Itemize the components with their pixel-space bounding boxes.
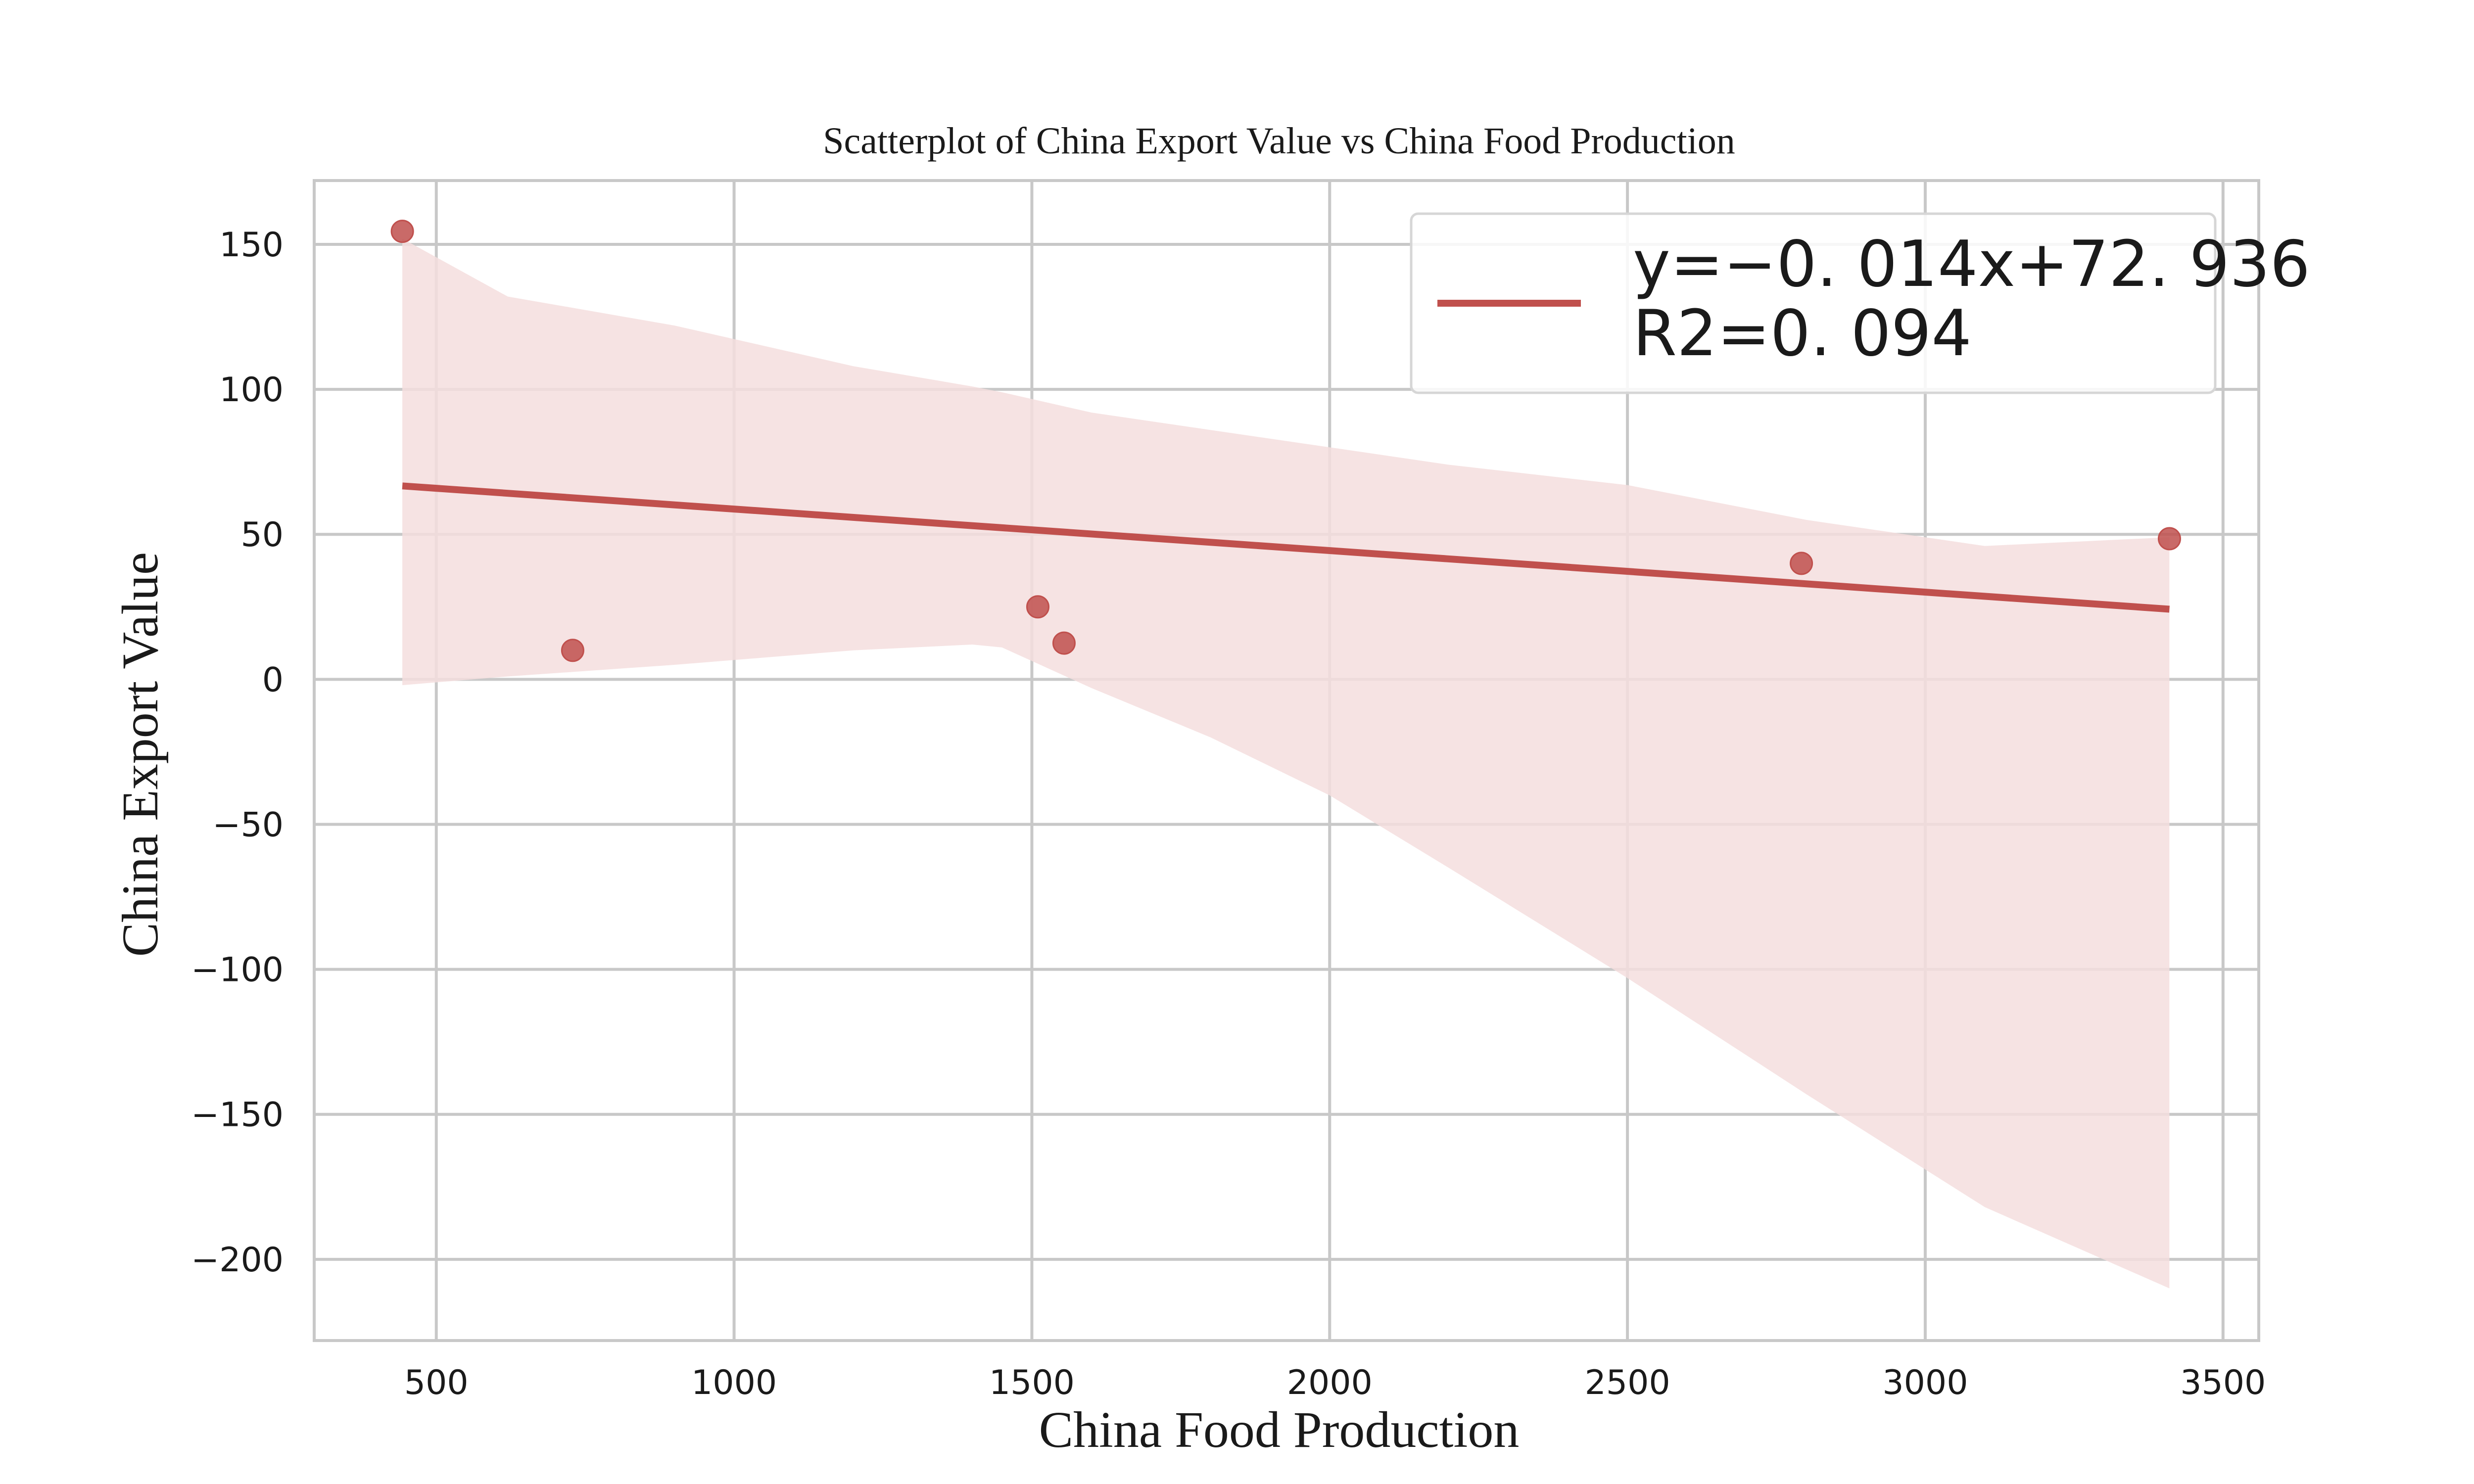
data-point [1052,631,1076,655]
y-tick-label: −100 [191,951,284,990]
chart-title: Scatterplot of China Export Value vs Chi… [823,120,1735,162]
points-layer [390,220,2181,662]
line-layer [402,482,2170,613]
regression-line [402,482,2170,613]
legend: y=−0. 014x+72. 936 R2=0. 094 [1410,212,2310,394]
data-point [1790,552,1813,575]
legend-equation: y=−0. 014x+72. 936 [1633,228,2310,301]
x-tick-label: 2500 [1585,1363,1670,1402]
x-tick-label: 1000 [691,1363,777,1402]
x-tick-label: 2000 [1287,1363,1373,1402]
x-tick-label: 1500 [989,1363,1075,1402]
y-axis-label: China Export Value [112,552,169,957]
legend-r2: R2=0. 094 [1633,297,1972,371]
plot-frame [313,179,2260,1342]
y-tick-label: −200 [191,1241,284,1280]
y-tick-label: 100 [219,371,284,410]
legend-box [1410,212,2217,394]
data-point [2157,527,2181,551]
x-tick-label: 500 [404,1363,469,1402]
band-layer [402,238,2170,1289]
tick-layer: 500 1000 1500 2000 2500 3000 3500−200−150−100−… [191,226,2266,1402]
y-tick-label: 50 [240,515,284,555]
y-tick-label: −150 [191,1096,284,1135]
x-axis-label: China Food Production [1039,1401,1520,1458]
y-tick-label: 150 [219,226,284,265]
data-point [561,639,584,662]
confidence-band [402,238,2170,1289]
y-tick-label: 0 [262,660,284,699]
y-tick-label: −50 [212,805,284,844]
x-tick-label: 3500 [2180,1363,2266,1402]
data-point [390,220,414,243]
data-point [1026,595,1049,619]
x-tick-label: 3000 [1882,1363,1968,1402]
